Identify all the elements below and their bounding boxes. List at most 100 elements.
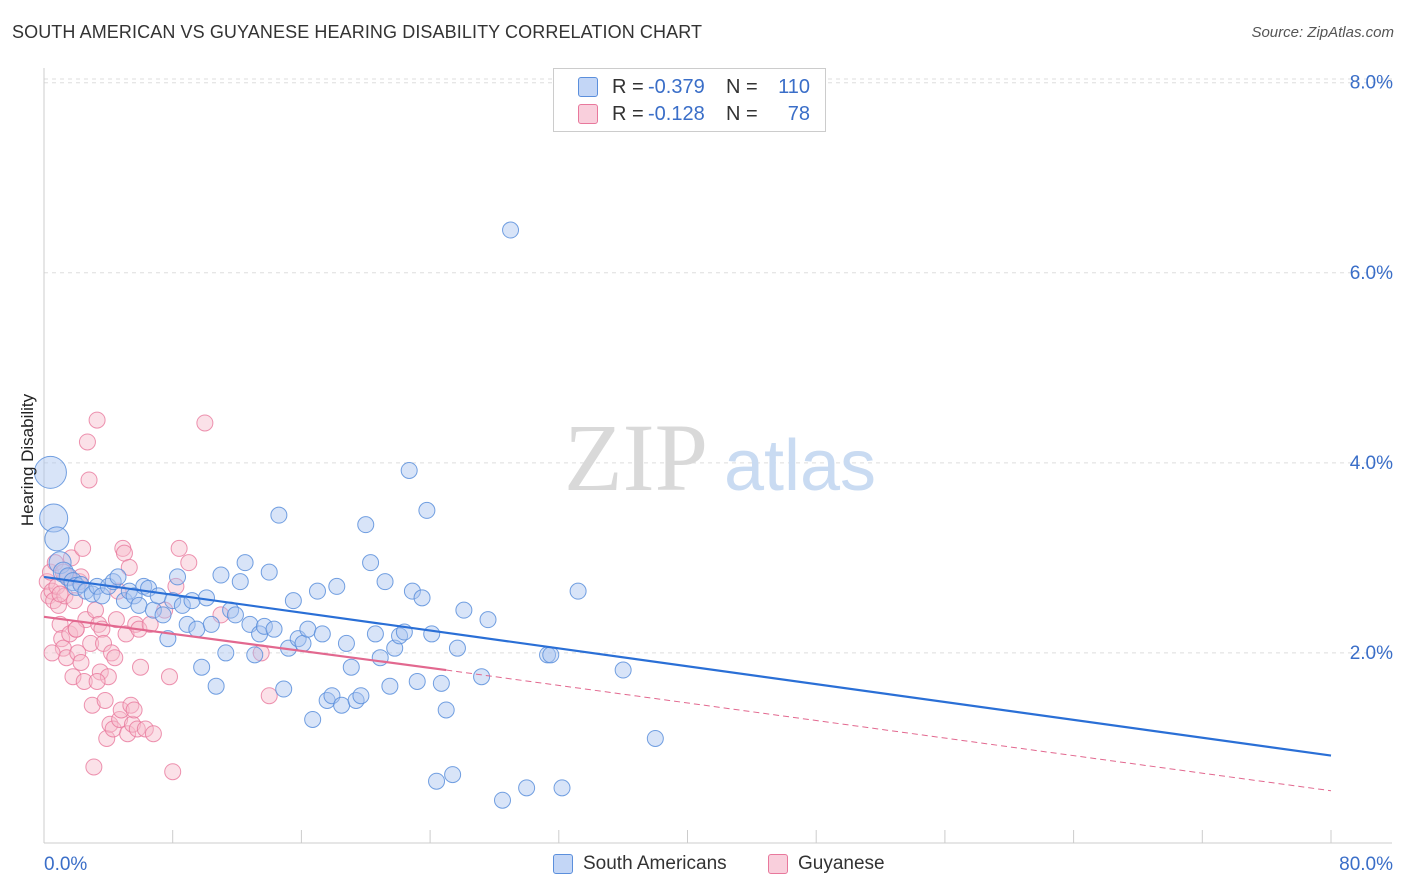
data-point-south-american bbox=[313, 625, 331, 643]
bottom-legend-guyanese: Guyanese bbox=[768, 852, 885, 876]
data-point-south-american bbox=[553, 779, 571, 797]
south-american-trend-line bbox=[43, 575, 1332, 757]
data-point-south-american bbox=[502, 221, 520, 239]
data-point-guyanese bbox=[170, 539, 188, 557]
data-point-south-american bbox=[403, 582, 421, 600]
watermark-zip: ZIP bbox=[564, 404, 708, 511]
data-point-guyanese bbox=[144, 725, 162, 743]
data-point-south-american bbox=[432, 674, 450, 692]
y-axis-label: Hearing Disability bbox=[18, 393, 37, 527]
data-point-south-american bbox=[294, 634, 312, 652]
legend-n-label: N = bbox=[726, 102, 758, 125]
y-tick-label: 6.0% bbox=[1350, 263, 1393, 284]
x-tick-label: 80.0% bbox=[1339, 854, 1393, 875]
axes bbox=[43, 68, 1392, 844]
data-point-south-american bbox=[376, 573, 394, 591]
data-point-south-american bbox=[284, 592, 302, 610]
data-point-south-american bbox=[646, 729, 664, 747]
data-point-south-american bbox=[149, 587, 167, 605]
data-point-south-american bbox=[428, 772, 446, 790]
legend-row-guyanese: R = -0.128 N = 78 bbox=[578, 100, 810, 128]
data-point-guyanese bbox=[86, 601, 104, 619]
data-point-south-american bbox=[93, 587, 111, 605]
data-point-guyanese bbox=[96, 691, 114, 709]
data-point-guyanese bbox=[74, 539, 92, 557]
legend-r-value: -0.128 bbox=[648, 102, 705, 125]
data-point-guyanese bbox=[115, 544, 133, 562]
data-point-south-american bbox=[183, 592, 201, 610]
data-point-south-american bbox=[275, 680, 293, 698]
data-point-south-american bbox=[265, 620, 283, 638]
data-point-south-american bbox=[255, 617, 273, 635]
data-point-south-american bbox=[400, 461, 418, 479]
data-point-south-american bbox=[352, 687, 370, 705]
data-point-guyanese bbox=[98, 729, 116, 747]
data-point-guyanese bbox=[85, 758, 103, 776]
legend-n-value: 78 bbox=[787, 102, 810, 125]
data-point-south-american bbox=[448, 639, 466, 657]
data-point-south-american bbox=[362, 554, 380, 572]
data-point-south-american bbox=[202, 615, 220, 633]
watermark: ZIP atlas bbox=[564, 404, 876, 511]
data-point-south-american bbox=[444, 766, 462, 784]
data-point-south-american bbox=[33, 455, 67, 489]
guyanese-points bbox=[38, 411, 278, 781]
data-point-south-american bbox=[518, 779, 536, 797]
data-point-south-american bbox=[328, 577, 346, 595]
data-point-south-american bbox=[193, 658, 211, 676]
bottom-legend-label: Guyanese bbox=[798, 853, 885, 874]
data-point-south-american bbox=[569, 582, 587, 600]
data-point-guyanese bbox=[141, 615, 159, 633]
chart-title: SOUTH AMERICAN VS GUYANESE HEARING DISAB… bbox=[12, 22, 703, 42]
data-point-south-american bbox=[246, 646, 264, 664]
legend-r-value: -0.379 bbox=[648, 75, 705, 98]
data-point-south-american bbox=[188, 620, 206, 638]
data-point-guyanese bbox=[164, 763, 182, 781]
data-point-guyanese bbox=[66, 592, 84, 610]
data-point-guyanese bbox=[67, 620, 85, 638]
data-point-south-american bbox=[236, 554, 254, 572]
data-point-south-american bbox=[479, 611, 497, 629]
data-point-guyanese bbox=[180, 554, 198, 572]
legend-row-south-americans: R = -0.379 N = 110 bbox=[578, 73, 810, 101]
legend-swatch-pink bbox=[578, 104, 598, 124]
data-point-guyanese bbox=[106, 649, 124, 667]
data-point-south-american bbox=[366, 625, 384, 643]
bottom-legend-swatch-blue bbox=[553, 854, 573, 874]
data-point-guyanese bbox=[119, 725, 137, 743]
guyanese-trend-extension bbox=[446, 669, 1332, 792]
data-point-south-american bbox=[542, 646, 560, 664]
data-point-guyanese bbox=[120, 558, 138, 576]
data-point-south-american bbox=[455, 601, 473, 619]
data-point-south-american bbox=[164, 592, 182, 610]
data-point-south-american bbox=[381, 677, 399, 695]
data-point-guyanese bbox=[64, 668, 82, 686]
data-point-guyanese bbox=[78, 433, 96, 451]
x-tick-label: 0.0% bbox=[44, 854, 87, 875]
data-point-guyanese bbox=[69, 644, 87, 662]
data-point-guyanese bbox=[88, 672, 106, 690]
correlation-legend: R = -0.379 N = 110 R = -0.128 N = 78 bbox=[553, 68, 826, 132]
data-point-south-american bbox=[473, 668, 491, 686]
data-point-south-american bbox=[337, 634, 355, 652]
data-point-south-american bbox=[423, 625, 441, 643]
data-point-south-american bbox=[260, 563, 278, 581]
data-point-guyanese bbox=[125, 701, 143, 719]
data-point-south-american bbox=[333, 696, 351, 714]
data-point-south-american bbox=[39, 503, 69, 533]
legend-swatch-blue bbox=[578, 77, 598, 97]
guyanese-trend-line bbox=[43, 615, 447, 672]
data-point-guyanese bbox=[136, 720, 154, 738]
y-tick-label: 2.0% bbox=[1350, 643, 1393, 664]
bottom-legend-south-americans: South Americans bbox=[553, 852, 727, 876]
legend-r-label: R = bbox=[612, 75, 644, 98]
data-point-guyanese bbox=[51, 585, 69, 603]
data-point-south-american bbox=[154, 606, 172, 624]
data-point-south-american bbox=[357, 516, 375, 534]
data-point-guyanese bbox=[88, 411, 106, 429]
watermark-atlas: atlas bbox=[724, 426, 876, 506]
data-point-south-american bbox=[270, 506, 288, 524]
trend-lines bbox=[43, 575, 1332, 792]
data-point-guyanese bbox=[75, 672, 93, 690]
